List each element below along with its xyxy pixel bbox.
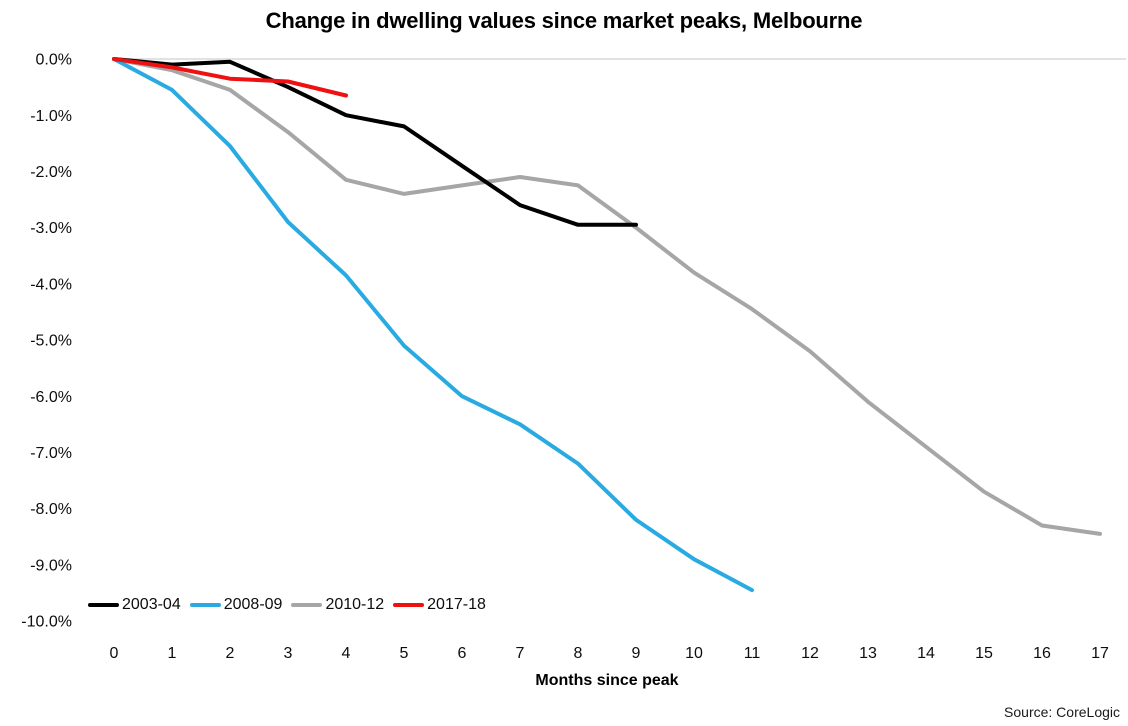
x-tick-label: 15 xyxy=(975,645,993,662)
x-tick-label: 13 xyxy=(859,645,877,662)
x-tick-label: 6 xyxy=(458,645,467,662)
x-tick-label: 8 xyxy=(574,645,583,662)
y-tick-label: 0.0% xyxy=(36,52,72,69)
legend: 2003-04 2008-09 2010-12 2017-18 xyxy=(88,596,486,614)
x-tick-label: 16 xyxy=(1033,645,1051,662)
legend-label: 2010-12 xyxy=(325,596,385,613)
legend-item-2003-04: 2003-04 xyxy=(88,596,181,614)
y-tick-label: -3.0% xyxy=(30,220,72,237)
series-line-2008-09 xyxy=(112,57,754,593)
legend-label: 2017-18 xyxy=(427,596,486,613)
x-tick-label: 9 xyxy=(632,645,641,662)
legend-swatch-2017-18 xyxy=(393,603,425,607)
legend-swatch-2010-12 xyxy=(291,603,323,607)
legend-item-2008-09: 2008-09 xyxy=(189,596,283,614)
legend-item-2017-18: 2017-18 xyxy=(393,596,486,614)
x-axis-title: Months since peak xyxy=(535,672,679,689)
x-tick-label: 2 xyxy=(226,645,235,662)
y-tick-label: -7.0% xyxy=(30,445,72,462)
y-tick-label: -10.0% xyxy=(21,614,72,631)
series-line-2003-04 xyxy=(112,57,638,227)
legend-item-2010-12: 2010-12 xyxy=(291,596,384,614)
source-note: Source: CoreLogic xyxy=(1004,704,1120,720)
y-tick-label: -2.0% xyxy=(30,164,72,181)
x-tick-label: 14 xyxy=(917,645,935,662)
legend-label: 2008-09 xyxy=(223,596,283,613)
x-tick-label: 7 xyxy=(516,645,525,662)
series-line-2017-18 xyxy=(112,57,348,98)
legend-swatch-2003-04 xyxy=(88,603,119,607)
y-tick-label: -1.0% xyxy=(30,108,72,125)
x-tick-label: 0 xyxy=(110,645,119,662)
x-tick-label: 11 xyxy=(744,645,761,662)
chart-title: Change in dwelling values since market p… xyxy=(265,8,863,33)
legend-label: 2003-04 xyxy=(122,596,181,613)
series-line-2010-12 xyxy=(112,57,1102,536)
y-tick-label: -6.0% xyxy=(30,389,72,406)
y-tick-label: -8.0% xyxy=(30,501,72,518)
y-tick-label: -4.0% xyxy=(30,276,72,293)
y-tick-label: -5.0% xyxy=(30,333,72,350)
x-tick-label: 10 xyxy=(685,645,703,662)
x-tick-label: 17 xyxy=(1091,645,1109,662)
x-tick-label: 4 xyxy=(342,645,351,662)
x-tick-label: 1 xyxy=(168,645,177,662)
x-tick-label: 5 xyxy=(400,645,409,662)
x-tick-label: 12 xyxy=(801,645,819,662)
legend-swatch-2008-09 xyxy=(189,603,221,607)
x-tick-label: 3 xyxy=(284,645,293,662)
y-tick-label: -9.0% xyxy=(30,557,72,574)
